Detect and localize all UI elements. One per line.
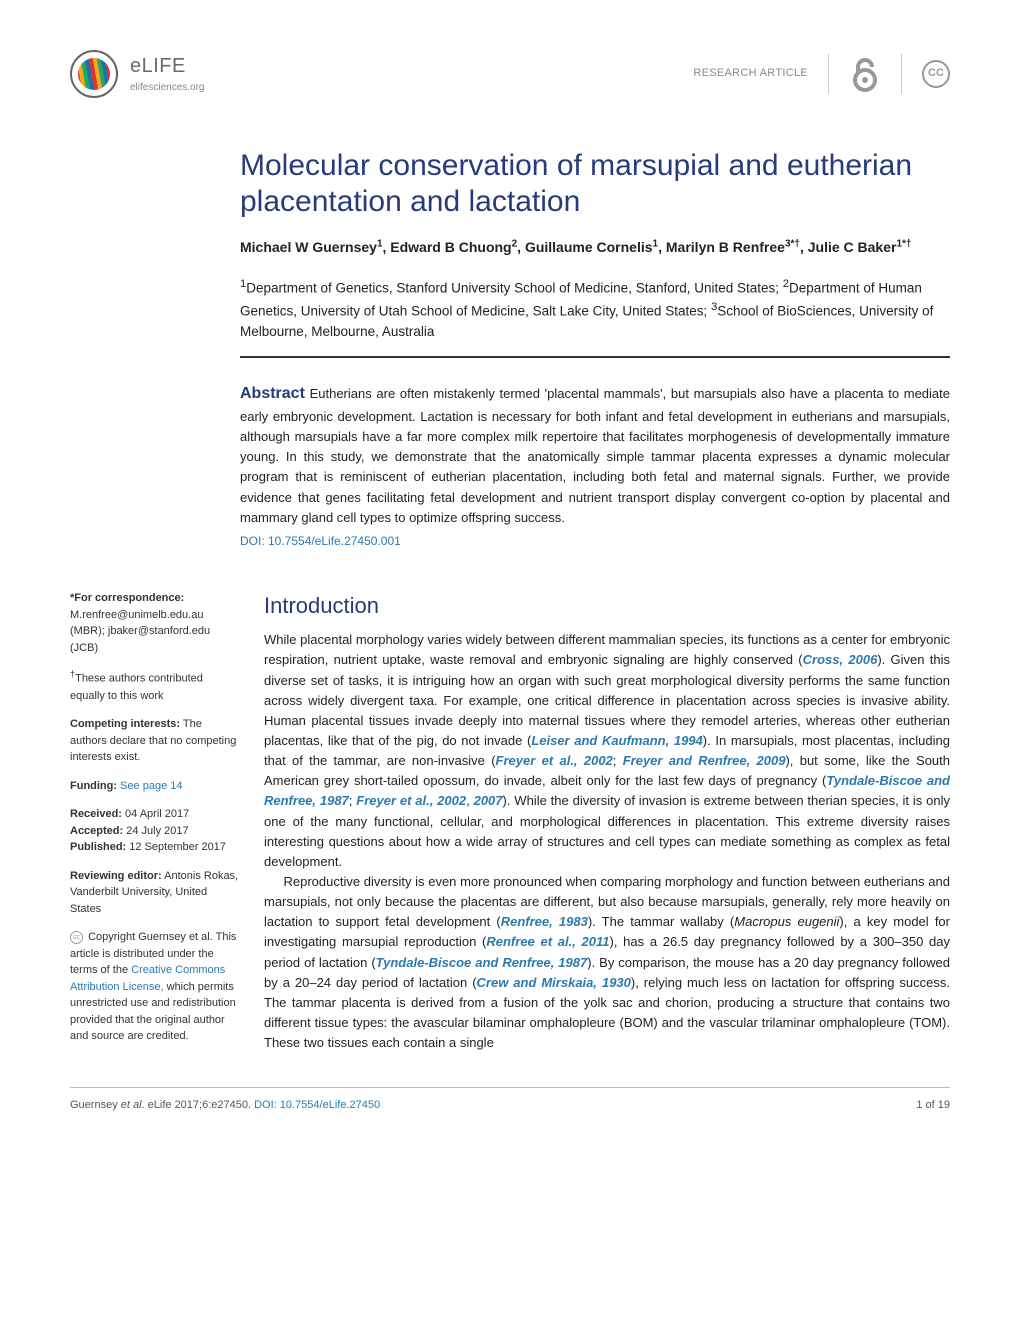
cc-license-icon: CC (922, 60, 950, 88)
page-number: 1 of 19 (916, 1098, 950, 1114)
header-right: RESEARCH ARTICLE CC (693, 54, 950, 94)
cc-small-icon: cc (70, 931, 83, 944)
affiliations: 1Department of Genetics, Stanford Univer… (240, 276, 950, 358)
section-heading-introduction: Introduction (264, 590, 950, 622)
author-list: Michael W Guernsey1, Edward B Chuong2, G… (240, 236, 950, 258)
funding: Funding: See page 14 (70, 778, 240, 795)
abstract-doi-link[interactable]: DOI: 10.7554/eLife.27450.001 (240, 532, 950, 551)
journal-logo-block: eLIFE elifesciences.org (70, 50, 204, 98)
reviewing-editor: Reviewing editor: Antonis Rokas, Vanderb… (70, 868, 240, 918)
intro-paragraph-1: While placental morphology varies widely… (264, 630, 950, 872)
journal-name: eLIFE (130, 52, 204, 81)
abstract-text: Eutherians are often mistakenly termed '… (240, 386, 950, 525)
divider (828, 54, 829, 94)
abstract-label: Abstract (240, 385, 305, 402)
copyright: cc Copyright Guernsey et al. This articl… (70, 929, 240, 1045)
abstract: Abstract Eutherians are often mistakenly… (240, 382, 950, 550)
journal-text-block: eLIFE elifesciences.org (130, 52, 204, 96)
competing-interests: Competing interests: The authors declare… (70, 716, 240, 766)
journal-site[interactable]: elifesciences.org (130, 81, 204, 96)
correspondence: *For correspondence: M.renfree@unimelb.e… (70, 590, 240, 656)
article-title: Molecular conservation of marsupial and … (240, 148, 950, 220)
intro-paragraph-2: Reproductive diversity is even more pron… (264, 872, 950, 1053)
footer-doi-link[interactable]: DOI: 10.7554/eLife.27450 (254, 1099, 380, 1111)
divider (901, 54, 902, 94)
article-sidebar: *For correspondence: M.renfree@unimelb.e… (70, 590, 240, 1056)
open-access-icon (849, 54, 881, 94)
page-footer: Guernsey et al. eLife 2017;6:e27450. DOI… (70, 1087, 950, 1114)
article-dates: Received: 04 April 2017 Accepted: 24 Jul… (70, 806, 240, 856)
introduction-body: While placental morphology varies widely… (264, 630, 950, 1053)
funding-link[interactable]: See page 14 (117, 780, 182, 792)
journal-logo-icon (70, 50, 118, 98)
article-type: RESEARCH ARTICLE (693, 66, 808, 82)
page-header: eLIFE elifesciences.org RESEARCH ARTICLE… (70, 50, 950, 98)
main-content: Introduction While placental morphology … (264, 590, 950, 1056)
footer-citation: Guernsey et al. eLife 2017;6:e27450. DOI… (70, 1098, 380, 1114)
equal-contribution: †These authors contributed equally to th… (70, 668, 240, 704)
